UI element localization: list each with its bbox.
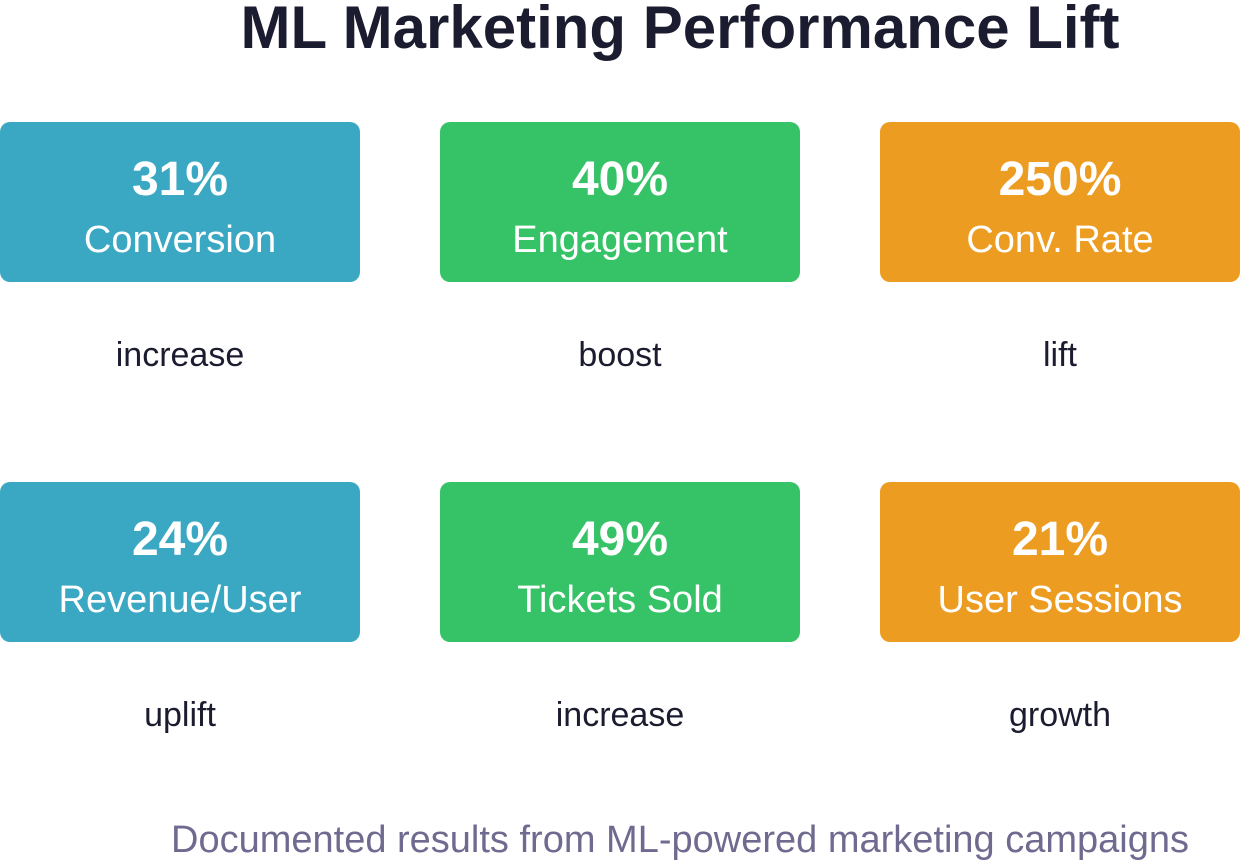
stat-value: 49% xyxy=(571,513,669,566)
stat-label: Revenue/User xyxy=(58,579,302,621)
stat-caption: increase xyxy=(115,336,245,374)
stat-value: 250% xyxy=(998,153,1122,206)
stat-caption: uplift xyxy=(144,696,216,734)
stat-value: 31% xyxy=(131,153,229,206)
stat-caption: increase xyxy=(555,696,685,734)
stat-caption: growth xyxy=(1008,696,1112,734)
footer-note: Documented results from ML-powered marke… xyxy=(171,819,1189,861)
stat-caption: boost xyxy=(578,336,662,374)
stat-label: Conversion xyxy=(83,219,277,261)
stat-card: 49% Tickets Sold xyxy=(440,482,800,642)
stat-card: 24% Revenue/User xyxy=(0,482,360,642)
stat-label: Tickets Sold xyxy=(517,579,723,621)
title: ML Marketing Performance Lift xyxy=(240,0,1120,61)
stat-card: 40% Engagement xyxy=(440,122,800,282)
stat-label: Engagement xyxy=(512,219,728,261)
stat-card: 31% Conversion xyxy=(0,122,360,282)
stat-value: 21% xyxy=(1011,513,1109,566)
stat-value: 24% xyxy=(131,513,229,566)
stat-label: Conv. Rate xyxy=(966,219,1154,261)
stat-value: 40% xyxy=(571,153,669,206)
stat-label: User Sessions xyxy=(937,579,1183,621)
stat-caption: lift xyxy=(1043,336,1077,374)
stat-card: 21% User Sessions xyxy=(880,482,1240,642)
stat-card: 250% Conv. Rate xyxy=(880,122,1240,282)
